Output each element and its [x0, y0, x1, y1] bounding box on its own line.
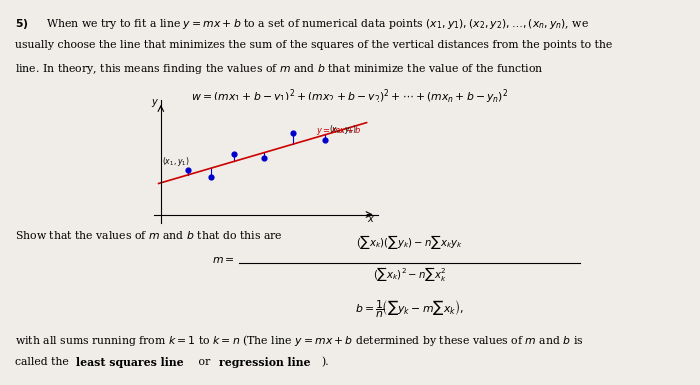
Point [206, 174, 217, 180]
Text: called the: called the [15, 357, 73, 367]
Text: ).: ). [321, 357, 329, 368]
Point [320, 137, 331, 143]
Text: line. In theory, this means finding the values of $m$ and $b$ that minimize the : line. In theory, this means finding the … [15, 62, 544, 76]
Text: $b = \dfrac{1}{n}\!\left(\sum y_k - m\sum x_k\right),$: $b = \dfrac{1}{n}\!\left(\sum y_k - m\su… [355, 298, 464, 320]
Point [288, 131, 299, 137]
Text: regression line: regression line [219, 357, 311, 368]
Text: $y = mx + b$: $y = mx + b$ [316, 124, 362, 137]
Text: Show that the values of $m$ and $b$ that do this are: Show that the values of $m$ and $b$ that… [15, 229, 283, 241]
Point [228, 151, 239, 157]
Text: with all sums running from $k = 1$ to $k = n$ (The line $y = mx + b$ determined : with all sums running from $k = 1$ to $k… [15, 333, 584, 348]
Text: $(x_n, y_n)$: $(x_n, y_n)$ [329, 122, 356, 136]
Point [183, 166, 194, 172]
Text: usually choose the line that minimizes the sum of the squares of the vertical di: usually choose the line that minimizes t… [15, 40, 612, 50]
Text: $w = (mx_1 + b - y_1)^2 + (mx_2 + b - y_2)^2 + \cdots + (mx_n + b - y_n)^2$: $w = (mx_1 + b - y_1)^2 + (mx_2 + b - y_… [191, 87, 509, 106]
Text: $x$: $x$ [367, 214, 375, 224]
Text: When we try to fit a line $y = mx + b$ to a set of numerical data points $(x_1, : When we try to fit a line $y = mx + b$ t… [46, 17, 589, 31]
Text: $y$: $y$ [151, 97, 159, 109]
Text: $m =$: $m =$ [212, 255, 234, 265]
Text: $(x_1, y_1)$: $(x_1, y_1)$ [162, 155, 190, 168]
Text: $(\sum x_k)(\sum y_k) - n\sum x_k y_k$: $(\sum x_k)(\sum y_k) - n\sum x_k y_k$ [356, 233, 463, 251]
Text: $(\sum x_k)^2 - n\sum x_k^2$: $(\sum x_k)^2 - n\sum x_k^2$ [372, 265, 447, 283]
Text: least squares line: least squares line [76, 357, 184, 368]
Text: $\mathbf{5)}$: $\mathbf{5)}$ [15, 17, 29, 31]
Text: or: or [195, 357, 214, 367]
Point [258, 155, 270, 161]
